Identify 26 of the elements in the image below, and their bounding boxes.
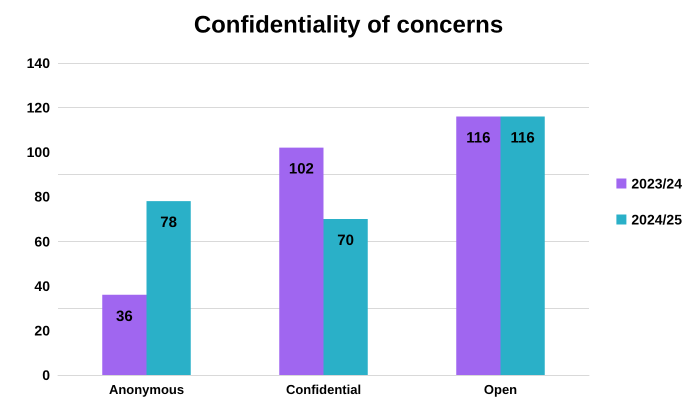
bar: [146, 201, 191, 375]
data-label: 36: [116, 308, 133, 325]
legend-label: 2024/25: [631, 212, 682, 228]
x-tick-label: Confidential: [286, 382, 362, 397]
chart-title: Confidentiality of concerns: [194, 12, 504, 38]
bar: [324, 219, 368, 375]
y-tick-label: 60: [34, 233, 50, 250]
bar: [456, 116, 500, 375]
y-tick-label: 20: [34, 322, 50, 338]
data-label: 102: [288, 160, 314, 178]
data-label: 78: [160, 214, 177, 232]
bar: [279, 148, 324, 375]
bar: [500, 116, 545, 375]
y-tick-label: 40: [34, 278, 50, 294]
x-tick-label: Anonymous: [108, 382, 184, 397]
y-tick-label: 140: [26, 55, 50, 71]
y-tick-label: 120: [26, 100, 50, 116]
y-tick-label: 0: [42, 367, 50, 383]
bar: [102, 294, 146, 375]
legend-label: 2023/24: [631, 176, 682, 192]
data-label: 116: [466, 129, 490, 146]
data-label: 116: [510, 129, 535, 146]
y-tick-label: 80: [34, 188, 50, 205]
y-tick-label: 100: [26, 144, 50, 160]
data-label: 70: [337, 232, 354, 249]
x-tick-label: Open: [484, 382, 518, 397]
